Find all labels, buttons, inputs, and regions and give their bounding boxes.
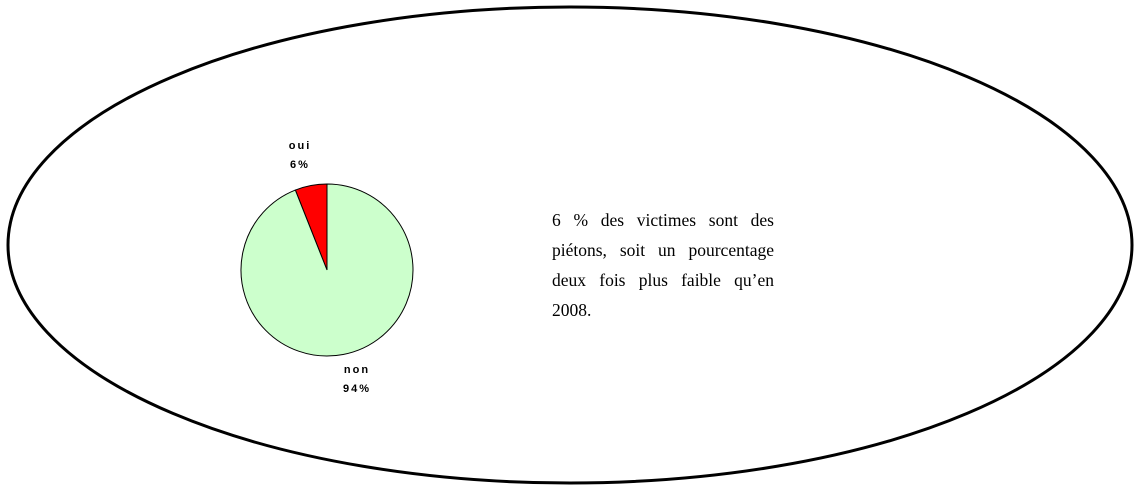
slice-value-label: 94% bbox=[343, 383, 371, 395]
slice-value-label: 6% bbox=[290, 159, 310, 171]
slice-label: oui bbox=[289, 140, 312, 152]
slice-label: non bbox=[344, 364, 370, 376]
frame-ellipse bbox=[6, 5, 1134, 485]
pie-slice bbox=[240, 183, 414, 357]
annotation: 6 % des victimes sont des piétons, soit … bbox=[552, 210, 774, 320]
